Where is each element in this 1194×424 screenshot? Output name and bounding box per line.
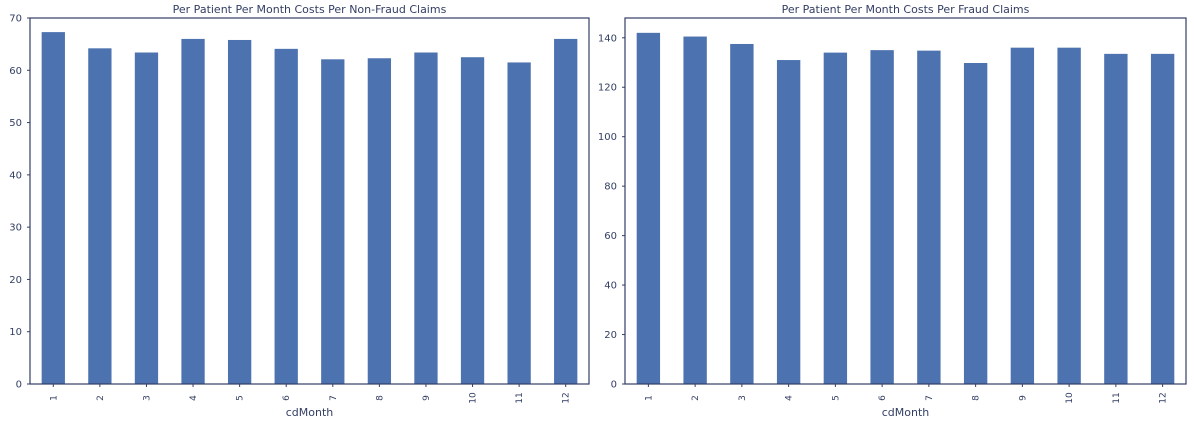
bar-month-7 [917, 50, 941, 384]
x-tick-label: 12 [1159, 392, 1169, 403]
x-tick-label: 8 [972, 395, 982, 401]
y-tick-label: 30 [9, 223, 22, 234]
y-tick-label: 40 [604, 281, 617, 292]
bar-month-2 [88, 48, 112, 384]
x-tick-label: 9 [1018, 395, 1028, 401]
y-tick-label: 60 [9, 66, 22, 77]
bar-month-5 [227, 39, 252, 385]
bar-month-11 [1104, 53, 1128, 385]
x-tick-label: 10 [469, 392, 479, 404]
x-tick-label: 5 [831, 395, 841, 401]
bar-month-8 [367, 58, 392, 384]
y-tick-label: 20 [9, 275, 22, 286]
y-tick-label: 10 [9, 327, 22, 338]
y-tick-label: 100 [598, 132, 617, 143]
x-tick-label: 1 [49, 395, 59, 401]
x-tick-label: 6 [282, 395, 292, 401]
chart-nonfraud: Per Patient Per Month Costs Per Non-Frau… [9, 3, 590, 419]
y-tick-label: 60 [604, 231, 617, 242]
bar-month-10 [460, 57, 485, 384]
bar-month-12 [554, 38, 578, 385]
x-tick-label: 9 [422, 395, 432, 401]
x-tick-label: 7 [329, 395, 339, 401]
x-tick-label: 2 [691, 395, 701, 401]
y-tick-label: 40 [9, 170, 22, 181]
x-tick-label: 7 [925, 395, 935, 401]
bar-month-6 [870, 50, 894, 384]
y-tick-label: 20 [604, 330, 617, 341]
x-tick-label: 4 [785, 395, 795, 401]
chart-title: Per Patient Per Month Costs Per Non-Frau… [173, 3, 447, 16]
x-tick-label: 4 [189, 395, 199, 401]
y-tick-label: 50 [9, 118, 22, 129]
bar-month-3 [134, 52, 159, 384]
bar-month-8 [963, 63, 988, 384]
y-tick-label: 70 [9, 14, 22, 25]
bar-month-11 [507, 62, 531, 384]
y-tick-label: 0 [16, 380, 22, 391]
bar-month-9 [1010, 47, 1035, 385]
bar-month-6 [274, 48, 298, 384]
y-tick-label: 80 [604, 182, 617, 193]
bar-month-7 [321, 59, 345, 384]
bar-month-2 [683, 36, 707, 384]
chart-title: Per Patient Per Month Costs Per Fraud Cl… [782, 3, 1030, 16]
chart-fraud: Per Patient Per Month Costs Per Fraud Cl… [598, 3, 1187, 419]
x-tick-label: 2 [96, 395, 106, 401]
x-tick-label: 11 [515, 392, 525, 403]
x-tick-label: 3 [738, 395, 748, 401]
x-tick-label: 1 [644, 395, 654, 401]
bar-month-1 [41, 32, 65, 385]
bar-month-4 [181, 38, 205, 385]
bar-month-9 [414, 52, 438, 384]
x-axis-label: cdMonth [286, 406, 334, 419]
x-axis-label: cdMonth [882, 406, 930, 419]
x-tick-label: 6 [878, 395, 888, 401]
y-tick-label: 140 [598, 33, 617, 44]
x-tick-label: 12 [562, 392, 572, 403]
x-tick-label: 10 [1065, 392, 1075, 404]
x-tick-label: 8 [375, 395, 385, 401]
x-tick-label: 5 [236, 395, 246, 401]
y-tick-label: 0 [611, 380, 617, 391]
plot-frame [29, 17, 590, 385]
bar-month-12 [1150, 53, 1175, 385]
plot-frame [624, 17, 1187, 385]
bar-month-10 [1057, 47, 1081, 385]
bar-month-3 [730, 43, 754, 384]
bar-month-4 [776, 60, 801, 385]
x-tick-label: 11 [1112, 392, 1122, 403]
bar-month-1 [636, 32, 661, 385]
bar-month-5 [823, 52, 848, 385]
y-tick-label: 120 [598, 83, 617, 94]
x-tick-label: 3 [142, 395, 152, 401]
